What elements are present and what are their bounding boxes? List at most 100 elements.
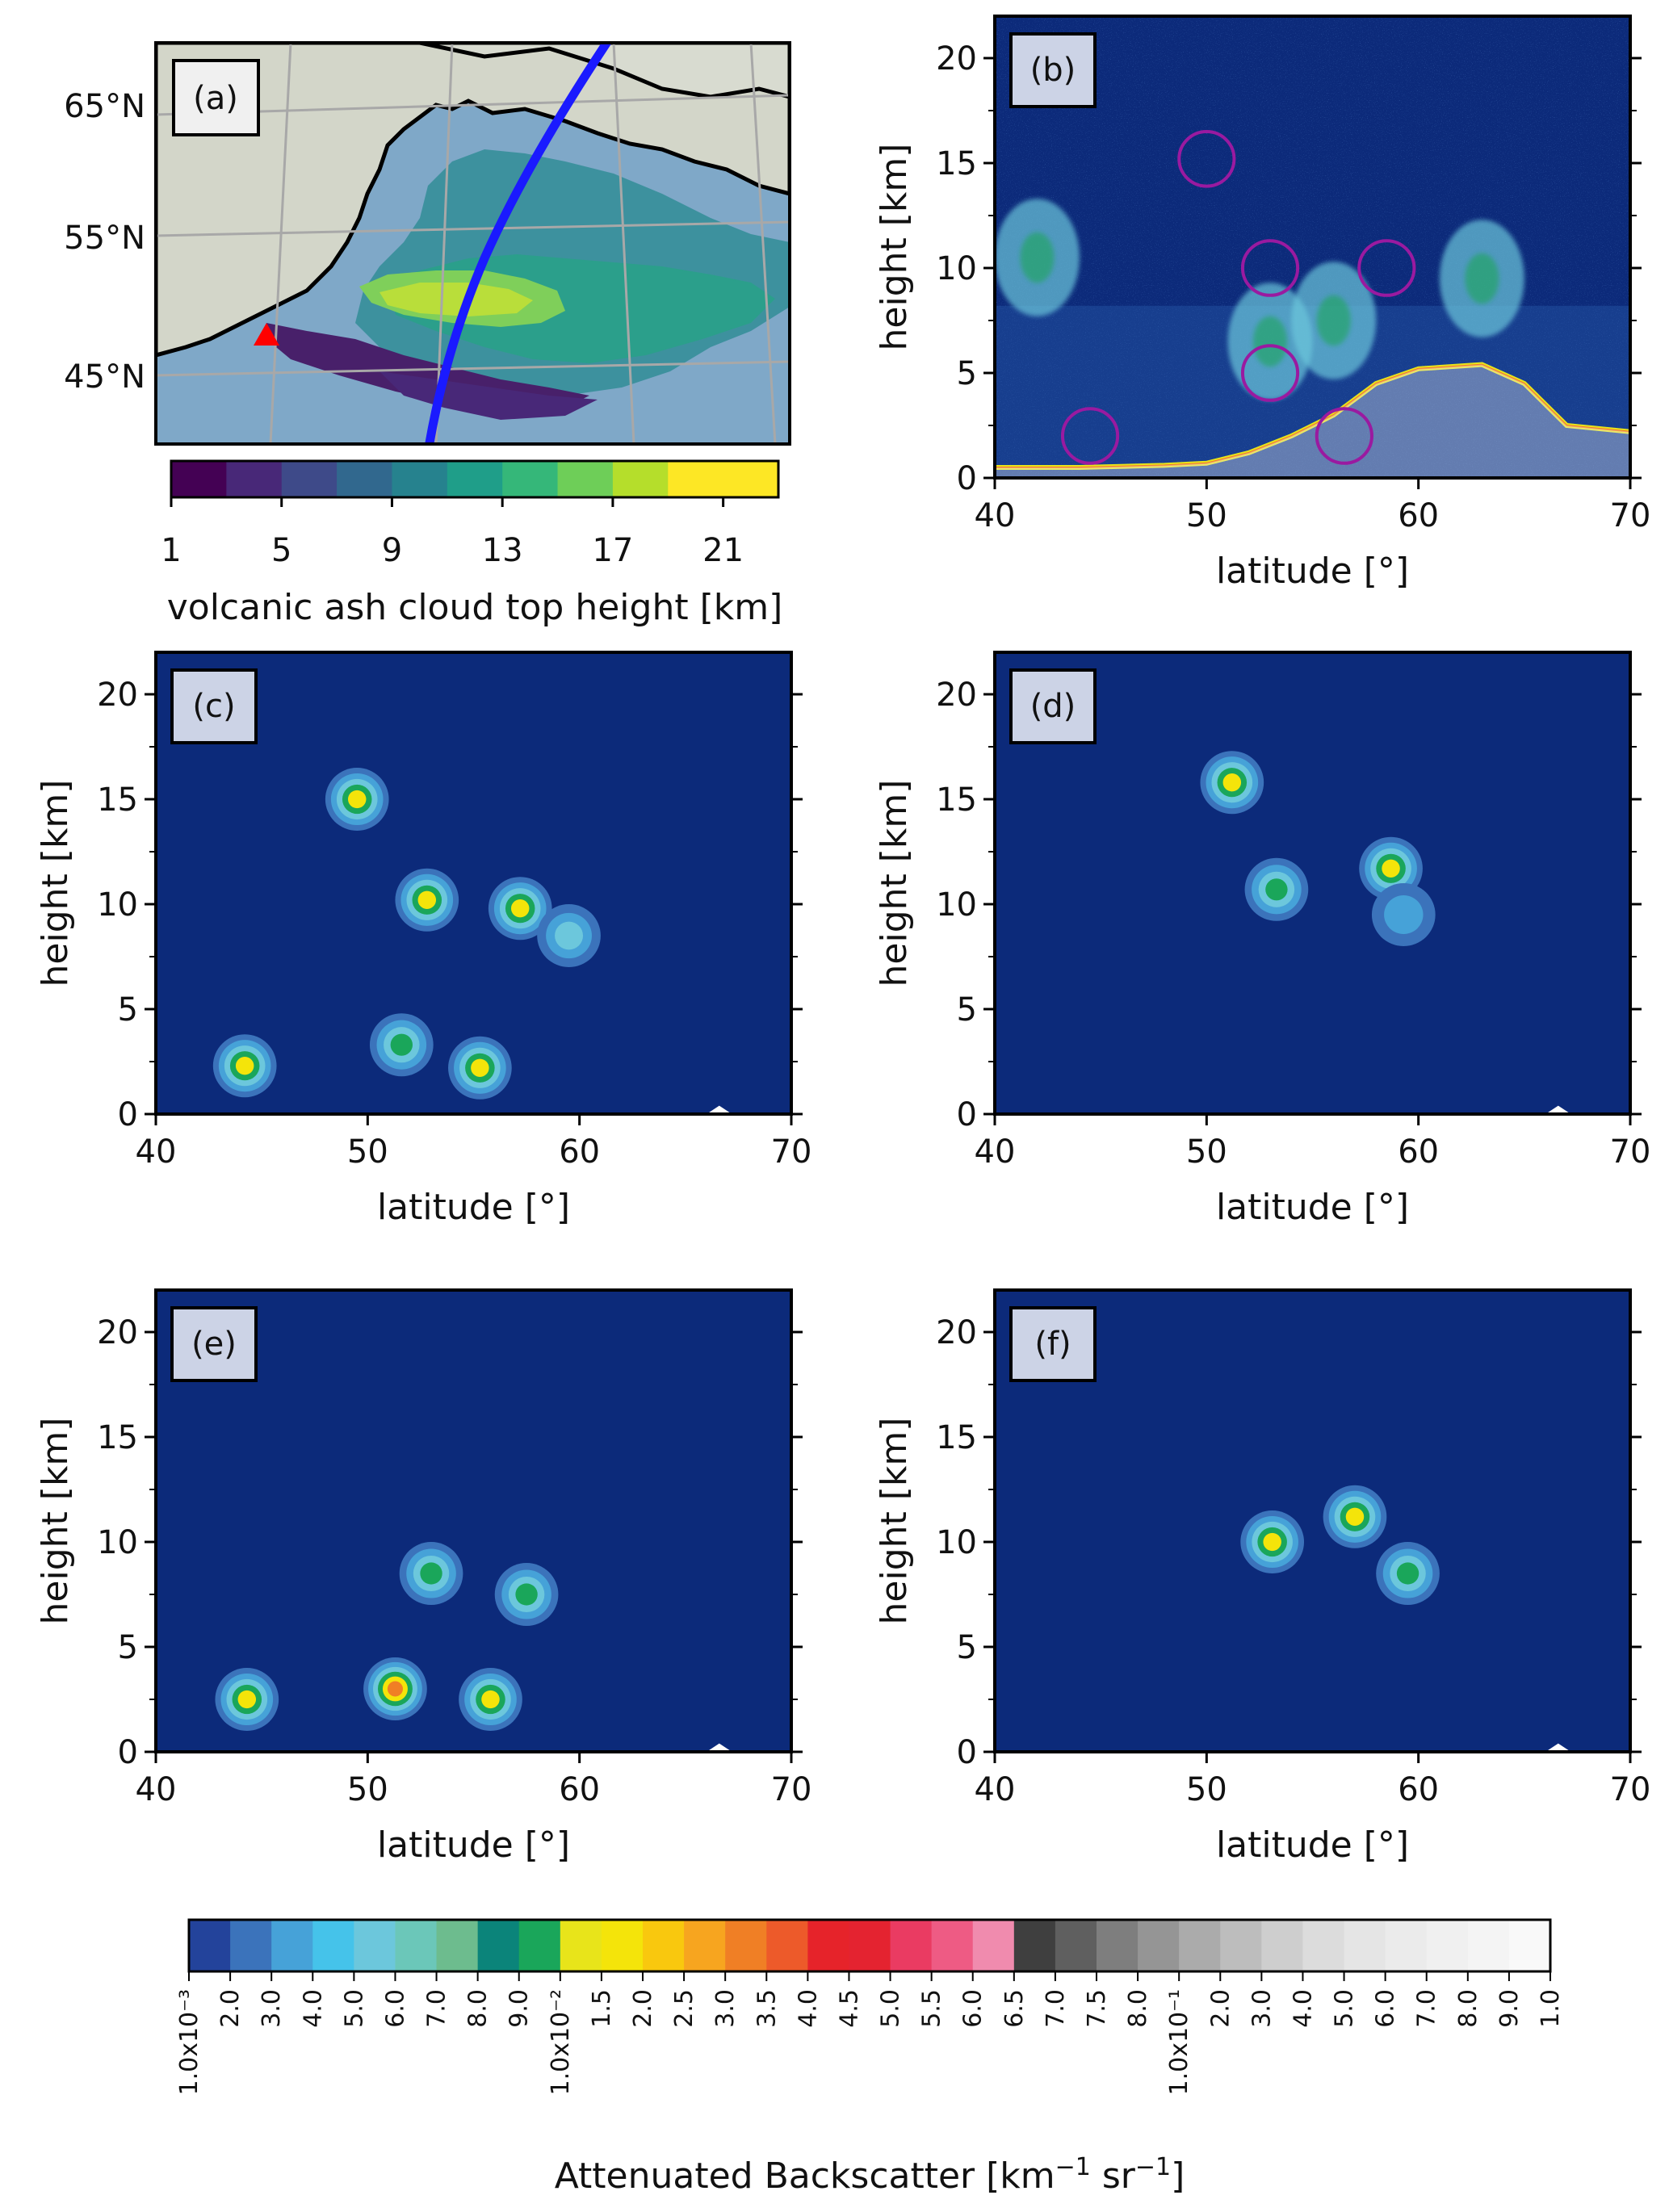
ash-cloud-top — [380, 283, 533, 316]
map-panel: (a) 65°N 55°N 45°N 1 5 9 13 17 21 volcanic as… — [64, 41, 791, 628]
backscatter-colorbar-segment — [1302, 1920, 1345, 1971]
ash-blob-level — [555, 921, 584, 950]
panel-label: (f) — [1034, 1326, 1071, 1363]
model-ash-contour — [1177, 130, 1236, 188]
height-colorbar-tick-label: 5 — [271, 532, 291, 569]
x-tick-label: 70 — [1610, 1771, 1651, 1808]
panel-label-box — [170, 668, 258, 744]
y-tick-label: 0 — [118, 1734, 138, 1771]
backscatter-tick-label: 8.0 — [464, 1989, 493, 2028]
plot-area — [156, 652, 791, 1114]
backscatter-tick-label: 5.0 — [340, 1989, 368, 2028]
backscatter-colorbar-segment — [1467, 1920, 1510, 1971]
plot-frame — [154, 1288, 793, 1753]
model-ash-contour — [1240, 344, 1300, 402]
height-colorbar-segment — [557, 461, 614, 497]
y-axis-label: height [km] — [35, 780, 76, 987]
x-tick-label: 40 — [975, 1771, 1016, 1808]
ash-blob — [1240, 1510, 1305, 1573]
panel-label-box — [1009, 1306, 1097, 1382]
y-tick-label: 5 — [957, 1629, 977, 1666]
satellite-track — [425, 43, 612, 444]
panel-label-box — [1009, 668, 1097, 744]
ash-blob — [537, 904, 601, 967]
x-tick-label: 50 — [1186, 1133, 1227, 1171]
ash-blob-level — [417, 890, 437, 909]
panel-label-box — [1009, 32, 1097, 108]
x-axis-label: latitude [°] — [1216, 1824, 1409, 1866]
backscatter-colorbar-segment — [436, 1920, 479, 1971]
backscatter-tick-label: 4.0 — [1289, 1989, 1317, 2028]
height-colorbar-tick-label: 17 — [592, 532, 633, 569]
ash-blob — [1244, 857, 1309, 921]
panel-label-box-a — [172, 59, 260, 136]
backscatter-tick-label: 6.0 — [959, 1989, 988, 2028]
y-tick-label: 5 — [957, 355, 977, 392]
backscatter-tick-label: 1.5 — [588, 1989, 616, 2028]
y-tick-label: 10 — [936, 250, 977, 287]
x-tick-label: 40 — [136, 1133, 177, 1171]
panel-f: 40 50 60 70 0 5 10 15 20 latitude [°] height [km] (… — [874, 1288, 1651, 1866]
y-tick-label: 0 — [957, 1096, 977, 1133]
lat-label-65: 65°N — [64, 88, 145, 125]
backscatter-tick-label: 7.5 — [1083, 1989, 1111, 2028]
ash-blob-level — [1396, 1562, 1419, 1585]
backscatter-tick-label: 6.0 — [381, 1989, 409, 2028]
below-surface — [995, 364, 1630, 478]
volcano-marker — [254, 323, 279, 346]
backscatter-tick-label: 8.0 — [1454, 1989, 1482, 2028]
ash-blob — [212, 1034, 277, 1098]
y-tick-label: 15 — [936, 1419, 977, 1456]
panel-b: 40 50 60 70 0 5 10 15 20 latitude [°] height [km] (… — [874, 15, 1650, 592]
height-colorbar-segment — [723, 461, 779, 497]
x-tick-label: 70 — [1610, 1133, 1651, 1171]
ash-blob-level — [420, 1562, 442, 1585]
y-tick-label: 10 — [97, 886, 138, 924]
plot-frame — [993, 1288, 1632, 1753]
lidar-cloud-core — [1020, 232, 1055, 283]
lidar-cloud-core — [1253, 316, 1288, 367]
map-land — [156, 43, 790, 358]
backscatter-tick-label: 3.0 — [711, 1989, 740, 2028]
plot-area — [995, 16, 1630, 478]
y-tick-label: 15 — [97, 1419, 138, 1456]
panel-label-a: (a) — [193, 80, 238, 117]
backscatter-colorbar-segment — [890, 1920, 933, 1971]
ash-cloud-low-2 — [380, 371, 598, 420]
backscatter-tick-label: 5.0 — [1331, 1989, 1359, 2028]
y-tick-label: 10 — [97, 1524, 138, 1561]
x-tick-label: 50 — [1186, 1771, 1227, 1808]
x-tick-label: 60 — [1398, 1771, 1439, 1808]
backscatter-tick-label: 7.0 — [1413, 1989, 1441, 2028]
backscatter-tick-label: 4.0 — [794, 1989, 822, 2028]
backscatter-tick-label: 5.5 — [918, 1989, 946, 2028]
backscatter-colorbar-segment — [1508, 1920, 1551, 1971]
backscatter-colorbar-segment — [643, 1920, 685, 1971]
backscatter-colorbar-segment — [271, 1920, 313, 1971]
y-tick-label: 20 — [936, 40, 977, 78]
x-tick-label: 70 — [771, 1133, 812, 1171]
backscatter-colorbar-segment — [972, 1920, 1015, 1971]
y-tick-label: 5 — [118, 991, 138, 1028]
height-colorbar-segment — [612, 461, 669, 497]
backscatter-colorbar-segment — [1220, 1920, 1262, 1971]
ash-blob — [215, 1668, 279, 1731]
ash-blob-level — [510, 899, 530, 918]
ash-blob — [1200, 751, 1264, 815]
backscatter-colorbar-segment — [1344, 1920, 1386, 1971]
y-tick-label: 10 — [936, 1524, 977, 1561]
y-tick-label: 20 — [936, 677, 977, 714]
terrain-notch — [707, 1105, 732, 1114]
map-frame — [154, 41, 791, 446]
map-land-north — [419, 43, 790, 99]
y-axis-label: height [km] — [874, 1418, 915, 1625]
plot-area — [995, 1290, 1630, 1752]
backscatter-colorbar-segment — [725, 1920, 767, 1971]
ash-blob-level — [1263, 1532, 1281, 1552]
ash-blob — [363, 1657, 427, 1720]
backscatter-colorbar-segment — [1055, 1920, 1097, 1971]
backscatter-tick-label: 4.5 — [835, 1989, 863, 2028]
ash-blob-level — [387, 1681, 403, 1697]
ash-blob-level — [515, 1583, 538, 1606]
backscatter-colorbar-label: Attenuated Backscatter [km−1 sr−1] — [555, 2153, 1185, 2197]
